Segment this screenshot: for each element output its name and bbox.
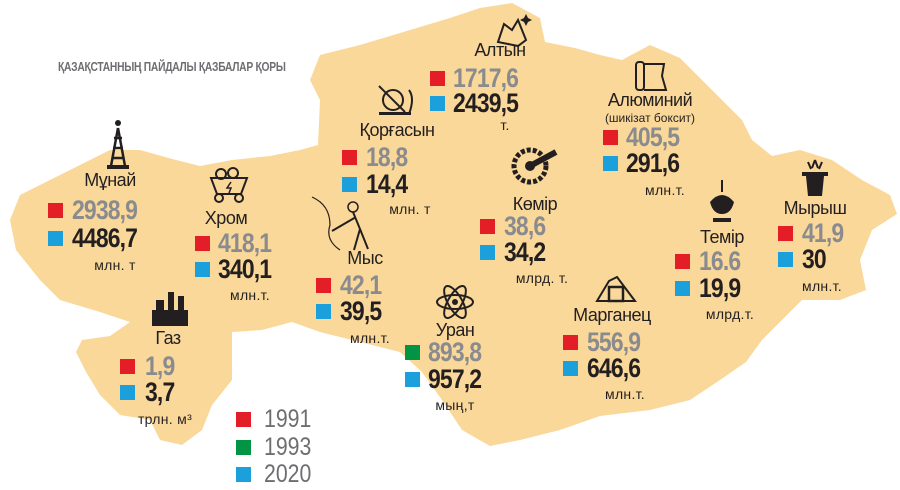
year-2020-marker xyxy=(603,156,618,171)
zinc-unit: млн.т. xyxy=(802,278,842,294)
year-2020-marker xyxy=(342,177,357,192)
zinc-1991-value: 41,9 xyxy=(802,218,844,248)
year-2020-marker xyxy=(405,372,420,387)
aluminium-label: Алюминий xyxy=(607,90,693,110)
year-1991-marker xyxy=(48,203,63,218)
uranium-1993-value: 893,8 xyxy=(428,337,482,367)
legend-1991-label: 1991 xyxy=(264,405,312,433)
mine-entrance-icon xyxy=(595,275,637,303)
zinc-bucket-icon xyxy=(802,159,828,196)
chrome-2020-value: 340,1 xyxy=(218,254,272,284)
year-1991-marker xyxy=(603,130,618,145)
gold-1991-value: 1717,6 xyxy=(453,63,519,93)
legend-2020-label: 2020 xyxy=(264,460,312,488)
oil-1991-value: 2938,9 xyxy=(72,195,138,225)
oil-derrick-icon xyxy=(107,120,129,169)
iron-unit: млрд.т. xyxy=(705,306,755,322)
uranium-label: Уран xyxy=(435,320,475,340)
year-1991-marker xyxy=(480,219,495,234)
oil-2020-value: 4486,7 xyxy=(72,223,138,253)
year-1991-marker xyxy=(563,335,578,350)
year-2020-marker xyxy=(480,245,495,260)
year-2020-marker xyxy=(48,231,63,246)
gold-2020-value: 2439,5 xyxy=(453,88,519,118)
coal-label: Көмір xyxy=(512,194,558,214)
oil-unit: млн. т xyxy=(94,257,136,273)
lead-2020-value: 14,4 xyxy=(366,169,408,199)
manganese-1991-value: 556,9 xyxy=(587,327,641,357)
lead-label: Қорғасын xyxy=(359,120,435,140)
excavator-wheel-icon xyxy=(511,147,558,185)
year-1991-marker xyxy=(675,254,690,269)
year-2020-marker xyxy=(316,304,331,319)
zinc-label: Мырыш xyxy=(783,198,847,218)
iron-label: Темір xyxy=(700,227,744,247)
copper-2020-value: 39,5 xyxy=(340,296,382,326)
coal-2020-value: 34,2 xyxy=(504,237,546,267)
lead-unit: млн. т xyxy=(389,201,431,217)
manganese-2020-value: 646,6 xyxy=(587,353,641,383)
atom-icon xyxy=(436,285,474,319)
gas-1991-value: 1,9 xyxy=(145,351,175,381)
coal-unit: млрд. т. xyxy=(515,270,569,286)
miner-icon xyxy=(311,196,369,251)
copper-unit: млн.т. xyxy=(350,330,390,346)
iron-2020-value: 19,9 xyxy=(699,273,741,303)
iron-1991-value: 16.6 xyxy=(699,246,741,276)
oil-label: Мұнай xyxy=(84,170,136,190)
uranium-2020-value: 957,2 xyxy=(428,364,482,394)
mine-cart-icon xyxy=(209,167,249,203)
chrome-1991-value: 418,1 xyxy=(218,228,272,258)
legend-2020-swatch xyxy=(236,467,251,482)
legend-1993-swatch xyxy=(236,440,251,455)
year-2020-marker xyxy=(430,96,445,111)
coal-1991-value: 38,6 xyxy=(504,211,546,241)
gas-label: Газ xyxy=(155,328,181,348)
gold-nugget-icon xyxy=(496,14,532,48)
manganese-unit: млн.т. xyxy=(605,386,645,402)
gold-unit: т. xyxy=(500,117,510,133)
year-1991-marker xyxy=(778,226,793,241)
aluminium-1991-value: 405,5 xyxy=(626,122,680,152)
chrome-unit: млн.т. xyxy=(230,287,270,303)
manganese-label: Марганец xyxy=(573,305,651,325)
year-1991-marker xyxy=(195,236,210,251)
page-title: ҚАЗАҚСТАННЫҢ ПАЙДАЛЫ ҚАЗБАЛАР ҚОРЫ xyxy=(58,60,286,74)
gas-unit: трлн. м³ xyxy=(137,411,193,427)
year-1991-marker xyxy=(316,278,331,293)
year-2020-marker xyxy=(675,281,690,296)
year-1993-marker xyxy=(405,345,420,360)
zinc-2020-value: 30 xyxy=(802,244,827,274)
lead-mining-icon xyxy=(378,85,413,115)
legend-1993-label: 1993 xyxy=(264,433,312,461)
aluminium-foil-icon xyxy=(635,61,668,91)
copper-label: Мыс xyxy=(347,248,383,268)
lead-1991-value: 18,8 xyxy=(366,142,408,172)
year-1991-marker xyxy=(342,150,357,165)
aluminium-sublabel: (шикізат боксит) xyxy=(604,111,696,125)
gas-2020-value: 3,7 xyxy=(145,377,175,407)
year-2020-marker xyxy=(563,361,578,376)
aluminium-unit: млн.т. xyxy=(645,182,685,198)
year-2020-marker xyxy=(120,385,135,400)
legend-1991-swatch xyxy=(236,412,251,427)
year-2020-marker xyxy=(195,262,210,277)
year-1991-marker xyxy=(120,359,135,374)
gas-plant-icon xyxy=(152,292,188,326)
chrome-label: Хром xyxy=(204,208,248,228)
year-2020-marker xyxy=(778,252,793,267)
map-territory xyxy=(10,3,897,446)
gold-label: Алтын xyxy=(474,40,526,60)
aluminium-2020-value: 291,6 xyxy=(626,148,680,178)
year-1991-marker xyxy=(430,71,445,86)
crane-grab-icon xyxy=(710,180,734,222)
copper-1991-value: 42,1 xyxy=(340,270,382,300)
uranium-unit: мың,т xyxy=(435,397,475,413)
